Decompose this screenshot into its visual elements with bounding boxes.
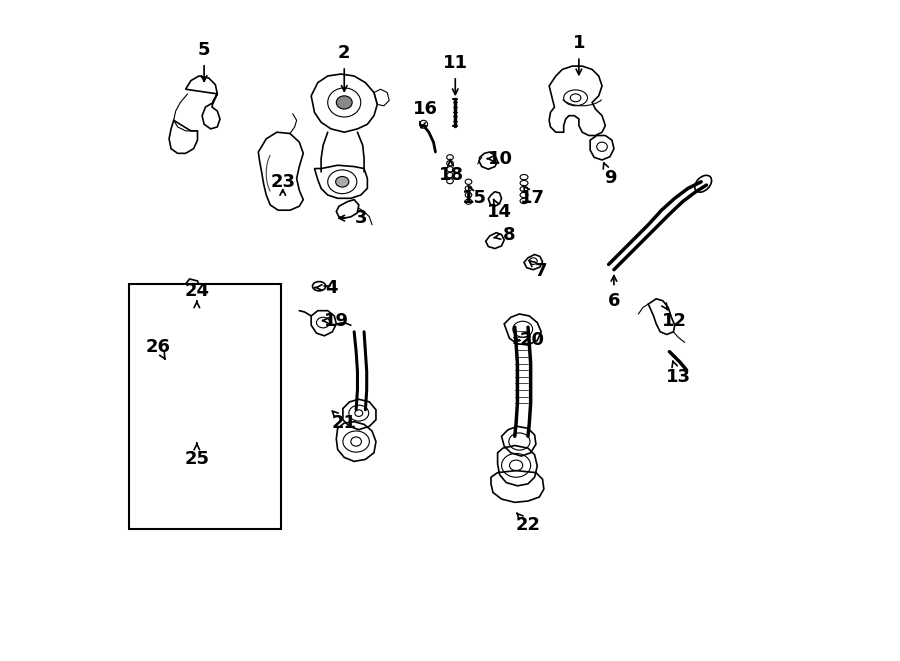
Text: 1: 1 <box>572 34 585 52</box>
Text: 26: 26 <box>145 338 170 356</box>
Text: 5: 5 <box>198 40 211 59</box>
Text: 22: 22 <box>516 516 541 535</box>
Ellipse shape <box>179 412 190 423</box>
Text: 11: 11 <box>443 54 468 72</box>
Text: 13: 13 <box>665 368 690 386</box>
Text: 19: 19 <box>324 311 349 330</box>
Ellipse shape <box>336 176 349 187</box>
Text: 21: 21 <box>332 414 356 432</box>
Text: 16: 16 <box>413 100 438 118</box>
Text: 12: 12 <box>662 311 688 330</box>
Text: 24: 24 <box>184 282 210 300</box>
Text: 25: 25 <box>184 450 210 469</box>
Text: 7: 7 <box>535 262 547 280</box>
Text: 20: 20 <box>519 331 544 350</box>
Text: 4: 4 <box>325 278 338 297</box>
Text: 10: 10 <box>489 149 513 168</box>
Text: 17: 17 <box>520 189 545 208</box>
Text: 15: 15 <box>462 189 487 208</box>
Polygon shape <box>176 279 202 323</box>
Text: 18: 18 <box>439 166 464 184</box>
Text: 9: 9 <box>604 169 617 188</box>
Text: 8: 8 <box>503 225 516 244</box>
Text: 23: 23 <box>270 173 295 191</box>
Polygon shape <box>142 286 167 327</box>
Text: 3: 3 <box>355 209 367 227</box>
Text: 6: 6 <box>608 292 620 310</box>
Text: 2: 2 <box>338 44 350 62</box>
Ellipse shape <box>337 96 352 109</box>
Text: 14: 14 <box>487 202 512 221</box>
Bar <box>130 284 282 529</box>
